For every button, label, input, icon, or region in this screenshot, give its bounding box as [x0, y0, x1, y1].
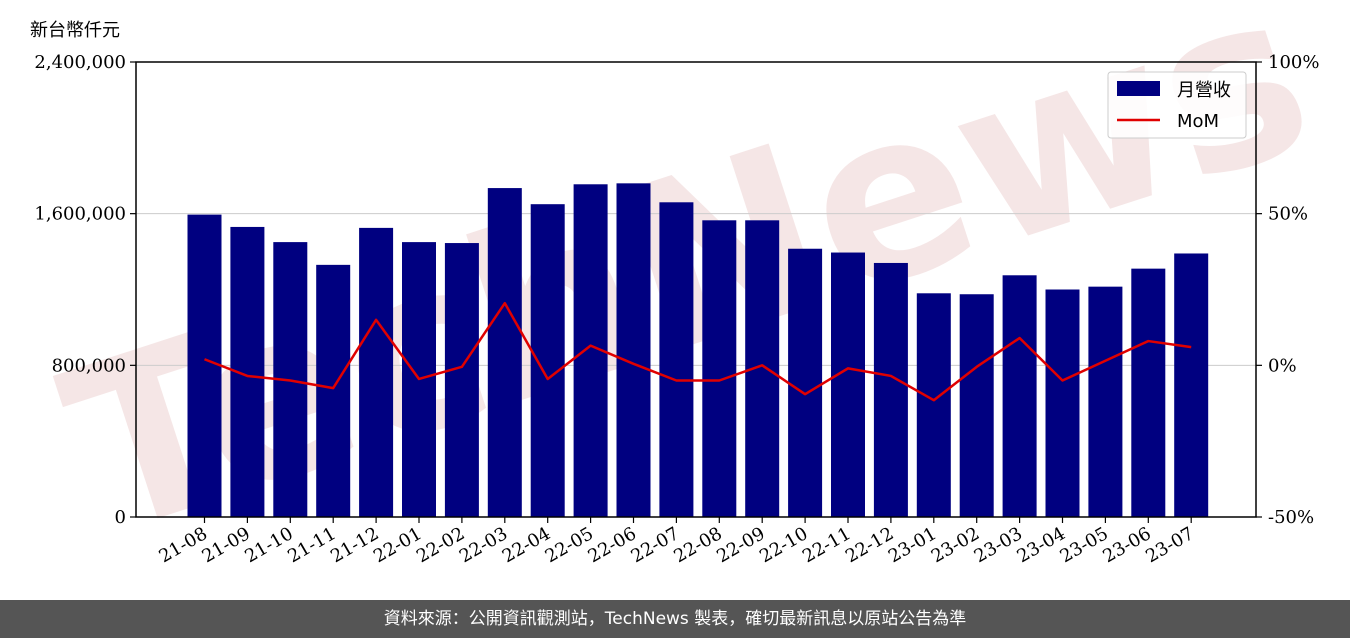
legend: 月營收 MoM: [1107, 71, 1247, 139]
x-tick-label: 22-07: [627, 523, 682, 567]
mom-line: [204, 301, 1192, 402]
legend-label-mom: MoM: [1177, 111, 1219, 132]
plot-frame: [135, 61, 1257, 518]
x-tick-label: 23-02: [928, 523, 983, 567]
legend-swatch-bar: [1117, 81, 1160, 96]
bar-22-06: [616, 183, 651, 518]
x-tick-label: 23-04: [1014, 523, 1069, 567]
x-tick-label: 22-04: [499, 523, 554, 567]
right-y-axis: -50% 0% 50% 100%: [1256, 52, 1319, 528]
x-tick-label: 22-03: [456, 523, 511, 567]
x-tick-label: 22-11: [799, 523, 854, 567]
y-axis-unit-label: 新台幣仟元: [30, 20, 120, 41]
bar-22-12: [873, 262, 908, 517]
bar-23-03: [1002, 275, 1037, 517]
x-tick-label: 22-05: [542, 523, 597, 567]
bar-22-03: [487, 188, 522, 517]
x-tick-label: 23-05: [1056, 523, 1111, 567]
bar-22-02: [444, 243, 479, 518]
bar-22-08: [702, 220, 737, 518]
bar-series: [187, 183, 1209, 518]
right-tick-label: 0%: [1268, 355, 1297, 376]
x-tick-label: 22-10: [756, 523, 811, 567]
x-tick-label: 22-01: [370, 523, 425, 567]
x-tick-label: 23-07: [1142, 523, 1197, 567]
left-tick-label: 800,000: [52, 355, 126, 376]
bar-23-06: [1131, 268, 1166, 517]
bar-23-02: [959, 294, 994, 517]
x-tick-label: 22-06: [585, 523, 640, 567]
legend-label-revenue: 月營收: [1177, 80, 1231, 101]
bar-23-05: [1088, 286, 1123, 517]
x-tick-label: 22-09: [713, 523, 768, 567]
bar-23-07: [1174, 253, 1209, 517]
x-tick-label: 23-01: [885, 523, 940, 567]
left-tick-label: 0: [115, 507, 126, 528]
right-tick-label: 50%: [1268, 204, 1308, 225]
x-tick-label: 22-08: [670, 523, 725, 567]
x-tick-label: 23-03: [971, 523, 1026, 567]
bar-23-01: [916, 293, 951, 517]
right-tick-label: 100%: [1268, 52, 1319, 73]
bar-23-04: [1045, 289, 1080, 517]
left-y-axis: 0 800,000 1,600,000 2,400,000: [34, 52, 136, 528]
mom-line-series: [204, 301, 1192, 402]
left-tick-label: 2,400,000: [34, 52, 126, 73]
left-tick-label: 1,600,000: [34, 204, 126, 225]
bar-22-04: [530, 204, 565, 517]
bar-22-10: [788, 248, 823, 518]
x-tick-label: 22-02: [413, 523, 468, 567]
right-tick-label: -50%: [1268, 507, 1314, 528]
x-tick-label: 22-12: [842, 523, 897, 567]
bar-21-12: [359, 227, 394, 517]
bar-21-08: [187, 214, 222, 518]
bar-21-11: [316, 264, 351, 517]
x-tick-label: 21-12: [327, 523, 382, 567]
bar-22-11: [831, 252, 865, 517]
footer-source-note: 資料來源：公開資訊觀測站，TechNews 製表，確切最新訊息以原站公告為準: [0, 600, 1350, 638]
x-tick-label: 23-06: [1099, 523, 1154, 567]
bar-22-07: [659, 202, 694, 517]
